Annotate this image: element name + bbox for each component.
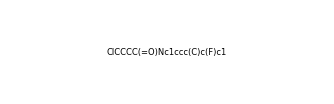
Text: ClCCCC(=O)Nc1ccc(C)c(F)c1: ClCCCC(=O)Nc1ccc(C)c(F)c1 bbox=[107, 48, 227, 56]
